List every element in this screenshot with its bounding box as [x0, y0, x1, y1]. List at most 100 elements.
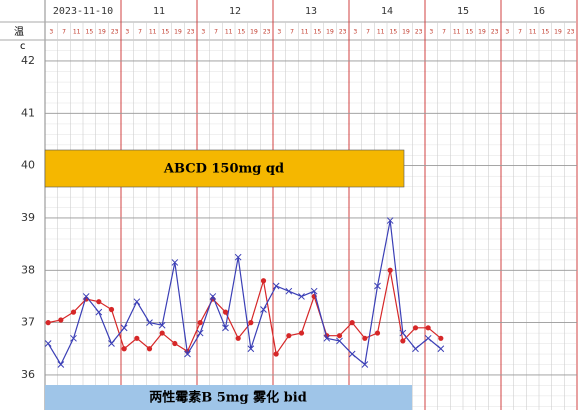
hour-label: 23: [187, 29, 195, 36]
point: [273, 351, 279, 357]
hour-label: 15: [466, 29, 474, 36]
point: [95, 308, 103, 316]
point: [171, 259, 179, 266]
point: [222, 309, 229, 315]
hour-label: 11: [225, 29, 233, 36]
hour-label: 15: [86, 29, 94, 36]
hour-label: 19: [478, 29, 486, 36]
point: [82, 293, 90, 300]
point: [44, 340, 52, 347]
annotation-text: 两性霉素B 5mg 雾化 bid: [149, 390, 307, 406]
point: [399, 329, 407, 337]
point: [108, 306, 115, 313]
point: [146, 319, 153, 326]
hour-label: 11: [453, 29, 461, 36]
point: [412, 325, 419, 331]
point: [222, 324, 229, 332]
hour-label: 15: [542, 29, 550, 36]
point: [387, 267, 393, 273]
hour-label: 19: [98, 29, 106, 36]
hour-label: 15: [162, 29, 170, 36]
hour-label: 3: [429, 29, 433, 36]
hour-label: 11: [149, 29, 157, 36]
point: [362, 335, 368, 341]
point: [361, 361, 369, 368]
point: [196, 329, 204, 337]
hour-label: 19: [174, 29, 182, 36]
grid-background: [45, 40, 576, 410]
point: [272, 282, 280, 290]
point: [121, 346, 127, 352]
hour-label: 3: [353, 29, 357, 36]
y-tick-label: 39: [21, 211, 35, 224]
annotation-box: [44, 149, 405, 188]
point: [57, 361, 65, 368]
hour-label: 23: [415, 29, 423, 36]
hour-label: 7: [138, 29, 142, 36]
day-label: 16: [533, 6, 545, 17]
point: [58, 317, 64, 323]
point: [336, 333, 343, 339]
point: [172, 340, 178, 347]
point: [235, 335, 241, 341]
day-label: 11: [153, 6, 165, 17]
annotation-text: ABCD 150mg qd: [163, 162, 284, 177]
point: [298, 293, 305, 300]
point: [298, 330, 305, 336]
point: [209, 293, 217, 300]
point: [70, 334, 77, 342]
point: [349, 320, 355, 326]
hour-label: 3: [201, 29, 205, 36]
day-label: 2023-11-10: [53, 6, 113, 17]
point: [45, 320, 51, 326]
day-label: 13: [305, 6, 317, 17]
hour-label: 11: [377, 29, 385, 36]
y-tick-label: 40: [21, 159, 35, 172]
point: [260, 306, 267, 313]
hour-label: 23: [263, 29, 271, 36]
point: [400, 338, 406, 344]
point: [159, 330, 165, 336]
point: [197, 320, 203, 326]
y-tick-label: 41: [21, 106, 35, 119]
y-tick-label: 37: [21, 316, 35, 329]
hour-label: 7: [518, 29, 522, 36]
y-tick-label: 36: [21, 368, 35, 381]
point: [146, 346, 153, 352]
hour-label: 19: [402, 29, 410, 36]
point: [248, 320, 254, 326]
y-unit: c: [20, 41, 26, 52]
point: [438, 335, 444, 341]
hour-label: 23: [491, 29, 499, 36]
point: [323, 334, 331, 342]
hour-label: 23: [339, 29, 347, 36]
point: [336, 337, 343, 345]
point: [96, 299, 102, 305]
point: [374, 330, 381, 336]
point: [286, 333, 292, 339]
point: [134, 335, 140, 341]
point: [310, 287, 318, 295]
point: [158, 321, 166, 329]
point: [184, 350, 191, 358]
hour-label: 19: [326, 29, 334, 36]
hour-label: 3: [505, 29, 509, 36]
day-label: 14: [381, 6, 393, 17]
y-tick-label: 38: [21, 263, 35, 276]
point: [247, 345, 255, 353]
point: [260, 278, 267, 284]
hour-label: 15: [314, 29, 322, 36]
point: [412, 345, 419, 353]
point: [120, 324, 128, 332]
point: [374, 282, 381, 290]
point: [437, 345, 445, 353]
point: [70, 309, 77, 315]
point: [108, 340, 115, 347]
day-label: 15: [457, 6, 469, 17]
point: [386, 217, 394, 224]
hour-label: 15: [390, 29, 398, 36]
y-tick-label: 42: [21, 54, 35, 67]
hour-label: 19: [250, 29, 258, 36]
hour-label: 23: [567, 29, 575, 36]
